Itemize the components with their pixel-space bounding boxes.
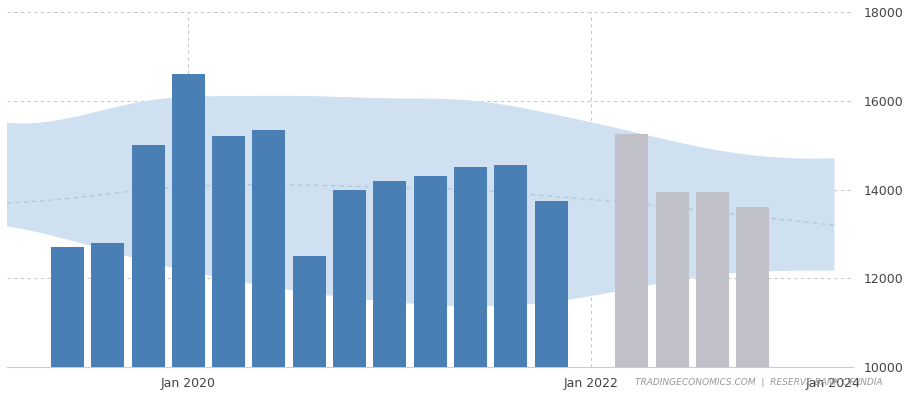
- Bar: [333, 190, 366, 367]
- Bar: [615, 134, 648, 367]
- Bar: [293, 256, 326, 367]
- Bar: [696, 192, 729, 367]
- Bar: [373, 181, 407, 367]
- Text: TRADINGECONOMICS.COM  |  RESERVE BANK OF INDIA: TRADINGECONOMICS.COM | RESERVE BANK OF I…: [635, 378, 883, 387]
- Bar: [172, 74, 205, 367]
- Bar: [51, 247, 84, 367]
- Bar: [132, 145, 165, 367]
- Bar: [494, 165, 528, 367]
- Bar: [212, 136, 245, 367]
- Bar: [655, 192, 689, 367]
- Bar: [736, 207, 769, 367]
- Bar: [454, 167, 487, 367]
- Bar: [252, 130, 286, 367]
- Bar: [91, 243, 125, 367]
- Bar: [534, 201, 568, 367]
- Bar: [414, 176, 447, 367]
